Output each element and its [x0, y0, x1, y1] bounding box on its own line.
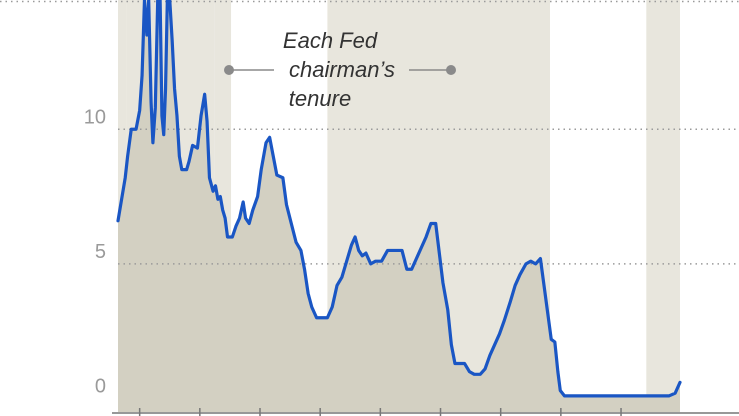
y-tick-label-5: 5	[95, 241, 106, 263]
y-tick-label-0: 0	[95, 376, 106, 398]
gridlines	[0, 0, 739, 265]
connector-right-dot	[446, 65, 456, 75]
rate-series	[116, 0, 682, 398]
rate-line	[116, 0, 682, 398]
connector-left-dot	[224, 65, 234, 75]
rate-area	[118, 0, 680, 412]
annotation-line-2: chairman’s	[289, 57, 395, 82]
rate-area-fill	[118, 0, 680, 412]
x-axis	[112, 408, 739, 416]
tenure-band-6	[550, 0, 647, 412]
tenure-band-7	[646, 0, 680, 412]
annotation-line-1: Each Fed	[283, 28, 378, 53]
annotation-line-3: tenure	[289, 86, 351, 111]
y-tick-labels: 0 5 10	[84, 106, 106, 397]
chairman-annotation: Each Fed chairman’s tenure	[224, 28, 456, 111]
y-tick-label-10: 10	[84, 106, 106, 128]
